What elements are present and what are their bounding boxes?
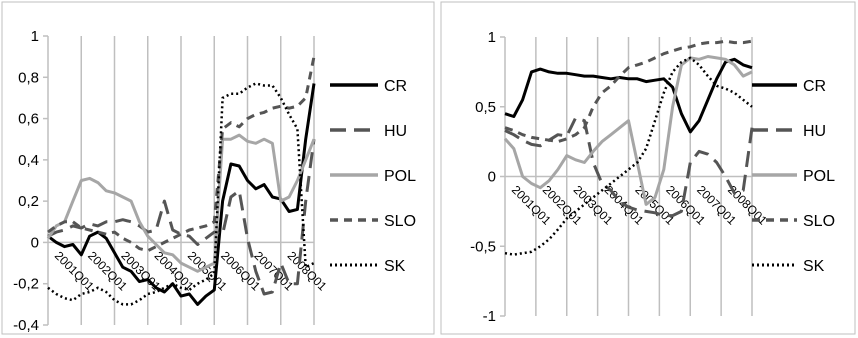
y-tick-label: -0,5	[470, 238, 496, 255]
legend-label-hu: HU	[803, 123, 826, 140]
series-line-sk	[504, 56, 753, 256]
y-tick-label: -0,4	[13, 317, 39, 334]
y-tick-label: 0,8	[18, 69, 39, 86]
y-tick-label: 0,6	[18, 111, 39, 128]
series-line-slo	[47, 56, 316, 253]
series-line-pol	[46, 133, 316, 273]
series-line-pol	[503, 55, 753, 206]
y-tick-label: 0,4	[18, 152, 39, 169]
chart-panel-1: 10,80,60,40,20-0,2-0,42001Q012002Q012003…	[1, 1, 435, 335]
series-line-hu	[47, 139, 316, 296]
legend-label-sk: SK	[384, 258, 406, 275]
legend-label-pol: POL	[803, 168, 835, 185]
series-line-cr	[47, 83, 316, 306]
legend-label-cr: CR	[384, 78, 407, 95]
y-tick-label: 0,5	[475, 99, 496, 116]
series-line-sk	[47, 82, 315, 306]
series-line-cr	[504, 57, 753, 134]
chart-frame	[1, 1, 435, 335]
y-tick-label: -0,2	[13, 276, 39, 293]
y-tick-label: 0	[31, 234, 39, 251]
legend-label-hu: HU	[384, 123, 407, 140]
y-tick-label: 1	[488, 29, 496, 46]
legend-label-slo: SLO	[384, 213, 416, 230]
legend-label-pol: POL	[384, 168, 416, 185]
chart-frame	[440, 1, 856, 335]
legend-label-sk: SK	[803, 258, 825, 275]
y-tick-label: 1	[31, 28, 39, 45]
y-tick-label: -1	[483, 308, 496, 325]
legend-label-cr: CR	[803, 78, 826, 95]
y-tick-label: 0,2	[18, 193, 39, 210]
chart-panel-2: 10,50-0,5-12001Q012002Q012003Q012004Q012…	[440, 1, 856, 335]
series-line-hu	[504, 116, 754, 218]
series-line-slo	[504, 39, 753, 144]
legend-label-slo: SLO	[803, 213, 835, 230]
y-tick-label: 0	[488, 169, 496, 186]
